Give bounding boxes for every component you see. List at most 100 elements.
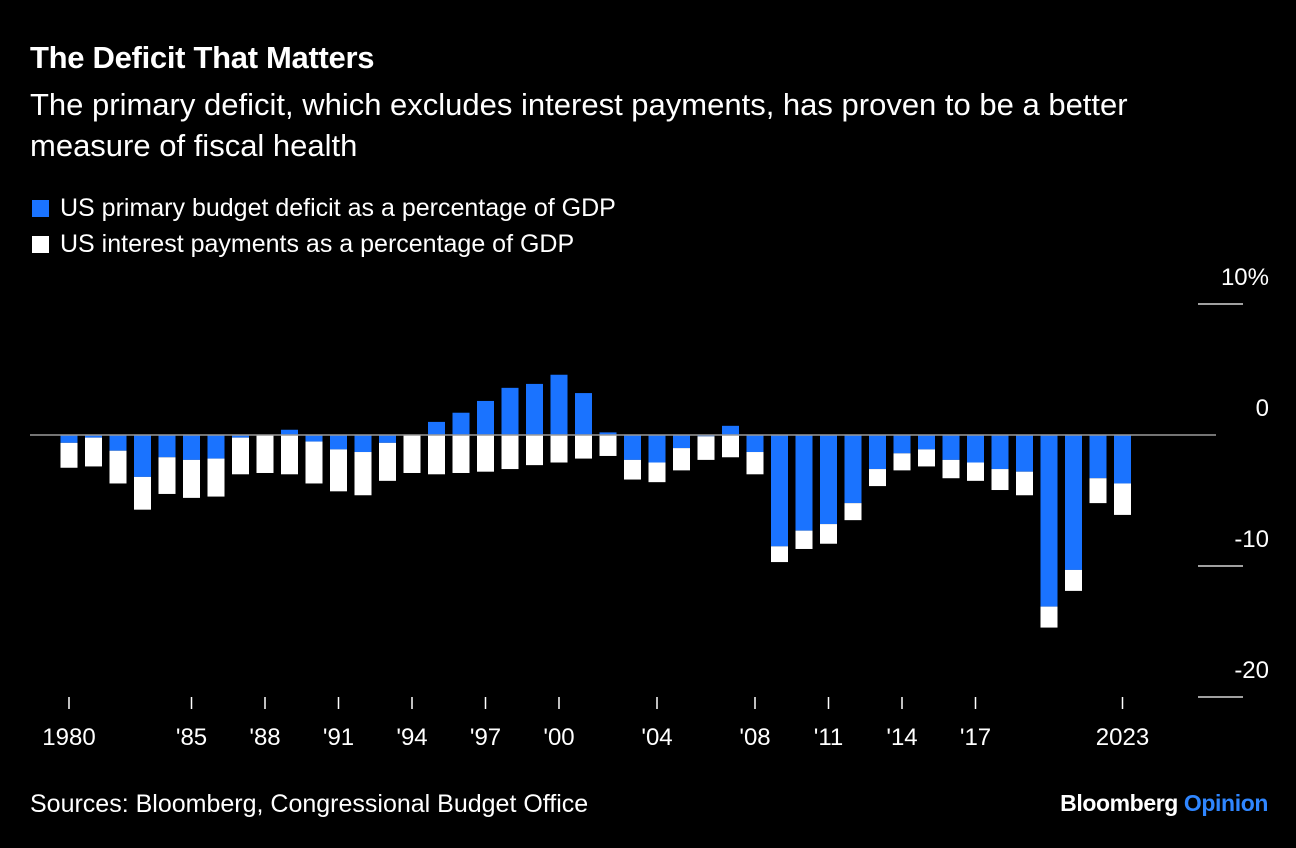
bar-interest-2012 xyxy=(844,503,862,521)
bar-interest-2010 xyxy=(795,530,813,549)
bar-interest-1982 xyxy=(109,450,127,484)
bar-interest-2013 xyxy=(869,469,886,487)
x-tick-label: '85 xyxy=(176,724,207,751)
brand-logo: Bloomberg Opinion xyxy=(1060,790,1268,817)
bar-primary-1989 xyxy=(281,429,298,435)
bar-primary-1984 xyxy=(158,435,176,458)
legend-item-primary: US primary budget deficit as a percentag… xyxy=(32,190,616,226)
bar-primary-1997 xyxy=(477,400,494,435)
bar-primary-1996 xyxy=(452,412,470,435)
bar-primary-1981 xyxy=(85,435,102,438)
bar-primary-2001 xyxy=(575,393,592,435)
bar-primary-2003 xyxy=(624,435,641,460)
bar-interest-2021 xyxy=(1065,569,1082,591)
x-tick-label: '97 xyxy=(470,724,501,751)
bar-interest-1989 xyxy=(281,435,298,475)
bar-primary-1982 xyxy=(109,435,127,451)
legend-label-primary: US primary budget deficit as a percentag… xyxy=(60,193,616,222)
legend: US primary budget deficit as a percentag… xyxy=(32,190,616,262)
bar-interest-1990 xyxy=(305,441,323,484)
bar-interest-1981 xyxy=(85,437,102,467)
bar-primary-1980 xyxy=(60,435,78,443)
legend-label-interest: US interest payments as a percentage of … xyxy=(60,229,575,258)
bar-primary-2014 xyxy=(893,435,911,454)
bar-primary-2011 xyxy=(820,435,837,525)
bar-primary-1986 xyxy=(207,435,225,459)
bar-primary-2004 xyxy=(648,435,666,463)
bar-interest-1987 xyxy=(232,437,249,475)
legend-item-interest: US interest payments as a percentage of … xyxy=(32,226,616,262)
brand-name: Bloomberg xyxy=(1060,790,1178,816)
bar-primary-2019 xyxy=(1016,435,1033,472)
y-tick-label: 10% xyxy=(1221,264,1269,291)
bar-primary-1987 xyxy=(232,435,249,438)
bar-primary-2007 xyxy=(722,425,739,435)
x-tick-label: '94 xyxy=(396,724,427,751)
bar-primary-1999 xyxy=(526,383,543,435)
chart-subtitle: The primary deficit, which excludes inte… xyxy=(30,87,1128,163)
x-tick-label: 1980 xyxy=(42,724,95,751)
bar-interest-2001 xyxy=(575,435,592,459)
bar-interest-2007 xyxy=(722,435,739,458)
y-tick-label: -20 xyxy=(1234,657,1269,684)
bar-interest-2015 xyxy=(918,449,935,467)
x-tick-label: '08 xyxy=(739,724,770,751)
bar-interest-1993 xyxy=(379,442,396,481)
bar-primary-2017 xyxy=(967,435,984,463)
x-tick-label: '17 xyxy=(960,724,991,751)
bar-interest-2011 xyxy=(820,524,837,544)
legend-swatch-interest xyxy=(32,235,49,253)
bar-primary-2015 xyxy=(918,435,935,450)
bar-primary-1985 xyxy=(183,435,200,460)
brand-product: Opinion xyxy=(1183,790,1268,816)
bar-interest-1988 xyxy=(256,435,274,473)
bar-primary-2009 xyxy=(771,435,788,547)
bar-primary-1991 xyxy=(330,435,347,450)
bar-primary-2005 xyxy=(673,435,690,449)
bar-interest-1986 xyxy=(207,458,225,497)
bar-interest-2004 xyxy=(648,462,666,483)
bar-interest-2009 xyxy=(771,546,788,563)
x-tick-label: '88 xyxy=(249,724,280,751)
bar-primary-2020 xyxy=(1040,435,1058,607)
bar-primary-2000 xyxy=(550,374,568,435)
bar-primary-2010 xyxy=(795,435,813,531)
bar-primary-2023 xyxy=(1114,435,1131,484)
bar-interest-1994 xyxy=(403,435,421,473)
bar-interest-2022 xyxy=(1089,478,1107,504)
bar-primary-2022 xyxy=(1089,435,1107,479)
bar-primary-2012 xyxy=(844,435,862,504)
bar-primary-2008 xyxy=(746,435,764,453)
bar-interest-2008 xyxy=(746,452,764,475)
bar-primary-1993 xyxy=(379,435,396,443)
bar-primary-1983 xyxy=(134,435,151,477)
bar-interest-1999 xyxy=(526,435,543,466)
bar-interest-1984 xyxy=(158,457,176,494)
bar-primary-1998 xyxy=(501,387,519,435)
chart-title: The Deficit That Matters xyxy=(30,40,375,75)
bar-interest-1983 xyxy=(134,476,151,510)
x-tick-label: '00 xyxy=(543,724,574,751)
bar-interest-1991 xyxy=(330,449,347,492)
bar-interest-2005 xyxy=(673,448,690,471)
bar-interest-1980 xyxy=(60,442,78,468)
bar-primary-2002 xyxy=(599,432,617,435)
bar-interest-1997 xyxy=(477,435,494,472)
x-tick-label: 2023 xyxy=(1096,724,1149,751)
x-tick-label: '04 xyxy=(641,724,672,751)
bar-interest-2003 xyxy=(624,459,641,480)
bar-interest-1995 xyxy=(428,435,445,475)
bar-interest-2006 xyxy=(697,436,715,460)
bar-primary-1990 xyxy=(305,435,323,442)
bar-interest-2000 xyxy=(550,435,568,463)
x-tick-label: '14 xyxy=(886,724,917,751)
bar-primary-2016 xyxy=(942,435,960,460)
bar-primary-2018 xyxy=(991,435,1009,470)
bar-primary-2021 xyxy=(1065,435,1082,570)
bar-primary-2013 xyxy=(869,435,886,470)
bar-primary-1992 xyxy=(354,435,372,453)
bar-interest-2020 xyxy=(1040,606,1058,628)
bar-primary-1995 xyxy=(428,421,445,435)
y-tick-label: 0 xyxy=(1256,395,1269,422)
